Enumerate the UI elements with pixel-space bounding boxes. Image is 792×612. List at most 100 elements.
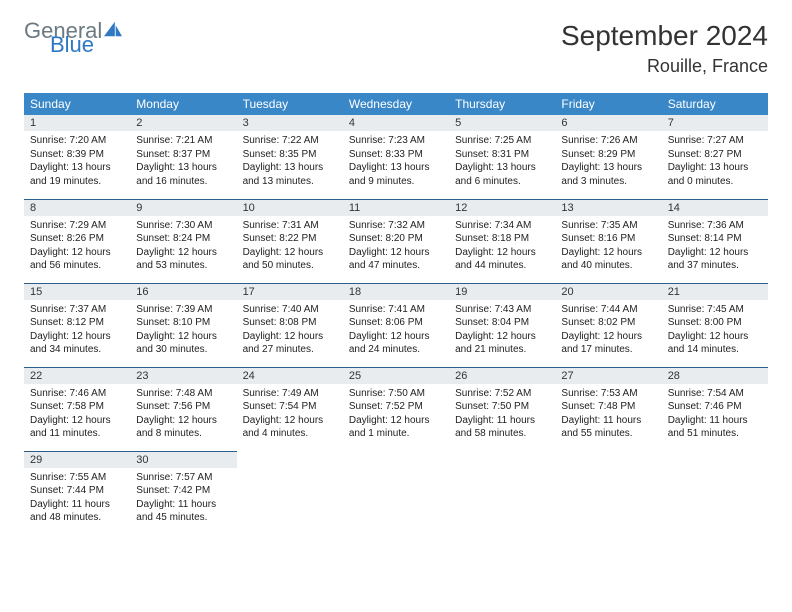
sunset-line: Sunset: 8:31 PM	[455, 148, 549, 162]
daylight-line: Daylight: 11 hours and 45 minutes.	[136, 498, 230, 525]
sunset-line: Sunset: 8:18 PM	[455, 232, 549, 246]
sunrise-line: Sunrise: 7:46 AM	[30, 387, 124, 401]
daylight-line: Daylight: 12 hours and 34 minutes.	[30, 330, 124, 357]
calendar-day-cell: 23Sunrise: 7:48 AMSunset: 7:56 PMDayligh…	[130, 367, 236, 451]
day-info: Sunrise: 7:41 AMSunset: 8:06 PMDaylight:…	[343, 300, 449, 363]
calendar-day-cell: 15Sunrise: 7:37 AMSunset: 8:12 PMDayligh…	[24, 283, 130, 367]
daylight-line: Daylight: 12 hours and 40 minutes.	[561, 246, 655, 273]
daylight-line: Daylight: 12 hours and 17 minutes.	[561, 330, 655, 357]
month-title: September 2024	[561, 20, 768, 52]
sunset-line: Sunset: 7:50 PM	[455, 400, 549, 414]
day-info: Sunrise: 7:46 AMSunset: 7:58 PMDaylight:…	[24, 384, 130, 447]
daylight-line: Daylight: 12 hours and 56 minutes.	[30, 246, 124, 273]
calendar-day-cell: 11Sunrise: 7:32 AMSunset: 8:20 PMDayligh…	[343, 199, 449, 283]
calendar-day-cell	[662, 451, 768, 535]
calendar-day-cell: 12Sunrise: 7:34 AMSunset: 8:18 PMDayligh…	[449, 199, 555, 283]
day-info: Sunrise: 7:37 AMSunset: 8:12 PMDaylight:…	[24, 300, 130, 363]
sunrise-line: Sunrise: 7:45 AM	[668, 303, 762, 317]
daylight-line: Daylight: 13 hours and 6 minutes.	[455, 161, 549, 188]
sunset-line: Sunset: 7:56 PM	[136, 400, 230, 414]
calendar-day-cell: 7Sunrise: 7:27 AMSunset: 8:27 PMDaylight…	[662, 115, 768, 199]
sunset-line: Sunset: 8:04 PM	[455, 316, 549, 330]
day-number: 16	[130, 284, 236, 300]
sunrise-line: Sunrise: 7:31 AM	[243, 219, 337, 233]
sunrise-line: Sunrise: 7:34 AM	[455, 219, 549, 233]
day-number: 8	[24, 200, 130, 216]
day-info: Sunrise: 7:48 AMSunset: 7:56 PMDaylight:…	[130, 384, 236, 447]
calendar-day-cell: 5Sunrise: 7:25 AMSunset: 8:31 PMDaylight…	[449, 115, 555, 199]
daylight-line: Daylight: 12 hours and 14 minutes.	[668, 330, 762, 357]
brand-part2: Blue	[50, 35, 124, 55]
weekday-header-row: Sunday Monday Tuesday Wednesday Thursday…	[24, 93, 768, 115]
daylight-line: Daylight: 11 hours and 48 minutes.	[30, 498, 124, 525]
location-subtitle: Rouille, France	[561, 56, 768, 77]
day-info: Sunrise: 7:27 AMSunset: 8:27 PMDaylight:…	[662, 131, 768, 194]
day-info: Sunrise: 7:45 AMSunset: 8:00 PMDaylight:…	[662, 300, 768, 363]
day-info: Sunrise: 7:29 AMSunset: 8:26 PMDaylight:…	[24, 216, 130, 279]
sunset-line: Sunset: 8:39 PM	[30, 148, 124, 162]
calendar-day-cell: 24Sunrise: 7:49 AMSunset: 7:54 PMDayligh…	[237, 367, 343, 451]
calendar-day-cell: 3Sunrise: 7:22 AMSunset: 8:35 PMDaylight…	[237, 115, 343, 199]
sunrise-line: Sunrise: 7:49 AM	[243, 387, 337, 401]
calendar-week-row: 22Sunrise: 7:46 AMSunset: 7:58 PMDayligh…	[24, 367, 768, 451]
sunset-line: Sunset: 7:54 PM	[243, 400, 337, 414]
day-number: 15	[24, 284, 130, 300]
sunrise-line: Sunrise: 7:57 AM	[136, 471, 230, 485]
calendar-day-cell: 9Sunrise: 7:30 AMSunset: 8:24 PMDaylight…	[130, 199, 236, 283]
day-info: Sunrise: 7:25 AMSunset: 8:31 PMDaylight:…	[449, 131, 555, 194]
day-number: 18	[343, 284, 449, 300]
calendar-day-cell: 21Sunrise: 7:45 AMSunset: 8:00 PMDayligh…	[662, 283, 768, 367]
sunrise-line: Sunrise: 7:39 AM	[136, 303, 230, 317]
sunrise-line: Sunrise: 7:32 AM	[349, 219, 443, 233]
sunset-line: Sunset: 8:37 PM	[136, 148, 230, 162]
calendar-day-cell: 13Sunrise: 7:35 AMSunset: 8:16 PMDayligh…	[555, 199, 661, 283]
sunset-line: Sunset: 8:16 PM	[561, 232, 655, 246]
day-number: 19	[449, 284, 555, 300]
calendar-day-cell: 26Sunrise: 7:52 AMSunset: 7:50 PMDayligh…	[449, 367, 555, 451]
daylight-line: Daylight: 12 hours and 30 minutes.	[136, 330, 230, 357]
sunset-line: Sunset: 8:27 PM	[668, 148, 762, 162]
weekday-header: Friday	[555, 93, 661, 115]
calendar-day-cell: 18Sunrise: 7:41 AMSunset: 8:06 PMDayligh…	[343, 283, 449, 367]
day-info: Sunrise: 7:20 AMSunset: 8:39 PMDaylight:…	[24, 131, 130, 194]
sunrise-line: Sunrise: 7:25 AM	[455, 134, 549, 148]
sunrise-line: Sunrise: 7:29 AM	[30, 219, 124, 233]
daylight-line: Daylight: 12 hours and 4 minutes.	[243, 414, 337, 441]
sunset-line: Sunset: 8:12 PM	[30, 316, 124, 330]
title-block: September 2024 Rouille, France	[561, 20, 768, 77]
day-number: 4	[343, 115, 449, 131]
day-number: 22	[24, 368, 130, 384]
day-number: 1	[24, 115, 130, 131]
sunset-line: Sunset: 8:26 PM	[30, 232, 124, 246]
day-number: 25	[343, 368, 449, 384]
sunrise-line: Sunrise: 7:23 AM	[349, 134, 443, 148]
sunset-line: Sunset: 8:35 PM	[243, 148, 337, 162]
day-number: 27	[555, 368, 661, 384]
calendar-day-cell: 1Sunrise: 7:20 AMSunset: 8:39 PMDaylight…	[24, 115, 130, 199]
calendar-week-row: 8Sunrise: 7:29 AMSunset: 8:26 PMDaylight…	[24, 199, 768, 283]
calendar-day-cell: 2Sunrise: 7:21 AMSunset: 8:37 PMDaylight…	[130, 115, 236, 199]
sunrise-line: Sunrise: 7:36 AM	[668, 219, 762, 233]
sunrise-line: Sunrise: 7:52 AM	[455, 387, 549, 401]
daylight-line: Daylight: 11 hours and 55 minutes.	[561, 414, 655, 441]
day-info: Sunrise: 7:55 AMSunset: 7:44 PMDaylight:…	[24, 468, 130, 531]
day-info: Sunrise: 7:34 AMSunset: 8:18 PMDaylight:…	[449, 216, 555, 279]
sunrise-line: Sunrise: 7:22 AM	[243, 134, 337, 148]
weekday-header: Sunday	[24, 93, 130, 115]
weekday-header: Wednesday	[343, 93, 449, 115]
daylight-line: Daylight: 13 hours and 16 minutes.	[136, 161, 230, 188]
sunset-line: Sunset: 7:52 PM	[349, 400, 443, 414]
calendar-week-row: 15Sunrise: 7:37 AMSunset: 8:12 PMDayligh…	[24, 283, 768, 367]
day-number: 11	[343, 200, 449, 216]
calendar-day-cell	[343, 451, 449, 535]
sunset-line: Sunset: 8:06 PM	[349, 316, 443, 330]
calendar-day-cell: 8Sunrise: 7:29 AMSunset: 8:26 PMDaylight…	[24, 199, 130, 283]
day-info: Sunrise: 7:35 AMSunset: 8:16 PMDaylight:…	[555, 216, 661, 279]
day-info: Sunrise: 7:52 AMSunset: 7:50 PMDaylight:…	[449, 384, 555, 447]
daylight-line: Daylight: 12 hours and 27 minutes.	[243, 330, 337, 357]
daylight-line: Daylight: 11 hours and 58 minutes.	[455, 414, 549, 441]
day-number: 23	[130, 368, 236, 384]
daylight-line: Daylight: 13 hours and 0 minutes.	[668, 161, 762, 188]
daylight-line: Daylight: 12 hours and 50 minutes.	[243, 246, 337, 273]
day-number: 10	[237, 200, 343, 216]
